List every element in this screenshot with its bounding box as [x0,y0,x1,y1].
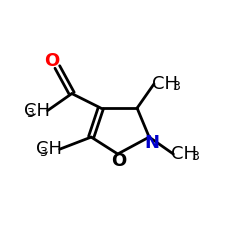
Text: 3: 3 [172,80,180,93]
Text: CH: CH [24,102,50,119]
Text: N: N [144,134,159,152]
Text: O: O [111,152,126,170]
Text: 3: 3 [192,150,199,164]
Text: 3: 3 [38,146,46,158]
Text: CH: CH [36,140,62,158]
Text: CH: CH [152,75,178,93]
Text: O: O [44,52,59,70]
Text: 3: 3 [26,107,34,120]
Text: CH: CH [171,145,197,163]
